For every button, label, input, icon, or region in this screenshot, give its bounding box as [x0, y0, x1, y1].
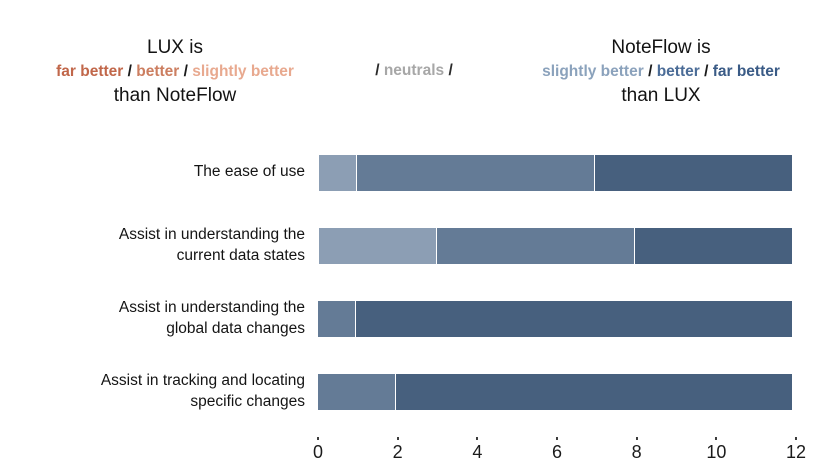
stacked-bar — [318, 153, 796, 192]
bar-segment-better — [316, 372, 397, 411]
stacked-bar — [316, 372, 796, 411]
row-label-ease-of-use: The ease of use — [0, 162, 318, 182]
row-label-text: current data states — [176, 246, 305, 264]
legend-noteflow-line3: than LUX — [621, 85, 701, 106]
legend-noteflow: NoteFlow is slightly better / better / f… — [492, 36, 830, 108]
bar-segment-better — [436, 226, 636, 265]
row-label-tracking-specific-changes: Assist in tracking and locating specific… — [0, 371, 318, 411]
x-axis-tick: 4 — [472, 437, 482, 461]
bar-segment-far-better — [633, 226, 793, 265]
x-axis-tick: 8 — [632, 437, 642, 461]
stacked-bar — [318, 226, 796, 265]
chart-row: Assist in understanding the current data… — [0, 209, 833, 282]
slash-separator: / — [704, 63, 709, 80]
x-axis-tick: 2 — [393, 437, 403, 461]
legend-header: LUX is far better / better / slightly be… — [0, 0, 833, 132]
row-label-text: Assist in understanding the — [118, 299, 305, 317]
tick-label: 8 — [631, 442, 642, 462]
legend-noteflow-line1: NoteFlow is — [611, 37, 711, 58]
tick-mark — [476, 437, 479, 440]
bar-segment-far-better — [394, 372, 793, 411]
legend-lux-scale: far better / better / slightly better — [8, 60, 342, 84]
tick-label: 4 — [472, 442, 483, 462]
legend-lux: LUX is far better / better / slightly be… — [8, 36, 342, 108]
legend-lux-line3: than NoteFlow — [113, 85, 237, 106]
chart-row: Assist in understanding the global data … — [0, 282, 833, 355]
tick-mark — [555, 437, 558, 440]
tick-mark — [316, 437, 319, 440]
x-axis-tick: 10 — [706, 437, 726, 461]
bar-segment-slightly-better — [318, 153, 358, 192]
legend-noteflow-far-better: far better — [712, 63, 780, 80]
legend-lux-line1: LUX is — [147, 37, 203, 58]
bar-segment-better — [356, 153, 596, 192]
bar-segment-better — [316, 299, 357, 338]
row-label-text: specific changes — [190, 392, 305, 410]
slash-separator: / — [183, 63, 188, 80]
tick-label: 12 — [785, 442, 807, 462]
chart-row: The ease of use — [0, 136, 833, 209]
row-label-text: The ease of use — [193, 163, 305, 181]
x-axis-tick: 12 — [786, 437, 806, 461]
slash-separator: / — [375, 62, 380, 79]
legend-lux-far-better: far better — [56, 63, 124, 80]
legend-noteflow-better: better — [656, 63, 700, 80]
bar-segment-slightly-better — [318, 226, 438, 265]
tick-label: 6 — [551, 442, 563, 462]
legend-noteflow-scale: slightly better / better / far better — [492, 60, 830, 84]
row-label-text: Assist in tracking and locating — [100, 372, 305, 390]
stacked-bar — [316, 299, 796, 338]
legend-neutrals: / neutrals / — [352, 62, 476, 80]
tick-mark — [715, 437, 718, 440]
row-label-current-data-states: Assist in understanding the current data… — [0, 225, 318, 265]
bar-segment-far-better — [593, 153, 793, 192]
legend-lux-slightly-better: slightly better — [192, 63, 294, 80]
tick-label: 10 — [706, 442, 727, 462]
slash-separator: / — [648, 63, 653, 80]
x-axis-tick: 0 — [313, 437, 323, 461]
tick-mark — [795, 437, 797, 440]
tick-label: 2 — [392, 442, 403, 462]
chart-row: Assist in tracking and locating specific… — [0, 355, 833, 428]
bar-chart: The ease of use Assist in understanding … — [0, 136, 833, 428]
tick-mark — [396, 437, 399, 440]
legend-noteflow-slightly-better: slightly better — [542, 63, 644, 80]
legend-neutrals-label: neutrals — [383, 62, 445, 79]
row-label-global-data-changes: Assist in understanding the global data … — [0, 298, 318, 338]
legend-lux-better: better — [136, 63, 180, 80]
x-axis: 0 2 4 6 8 10 12 — [313, 437, 806, 467]
row-label-text: Assist in understanding the — [118, 226, 305, 244]
row-label-text: global data changes — [166, 319, 305, 337]
x-axis-tick: 6 — [552, 437, 562, 461]
slash-separator: / — [127, 63, 132, 80]
tick-label: 0 — [312, 442, 324, 462]
tick-mark — [635, 437, 638, 440]
bar-segment-far-better — [354, 299, 793, 338]
slash-separator: / — [448, 62, 453, 79]
